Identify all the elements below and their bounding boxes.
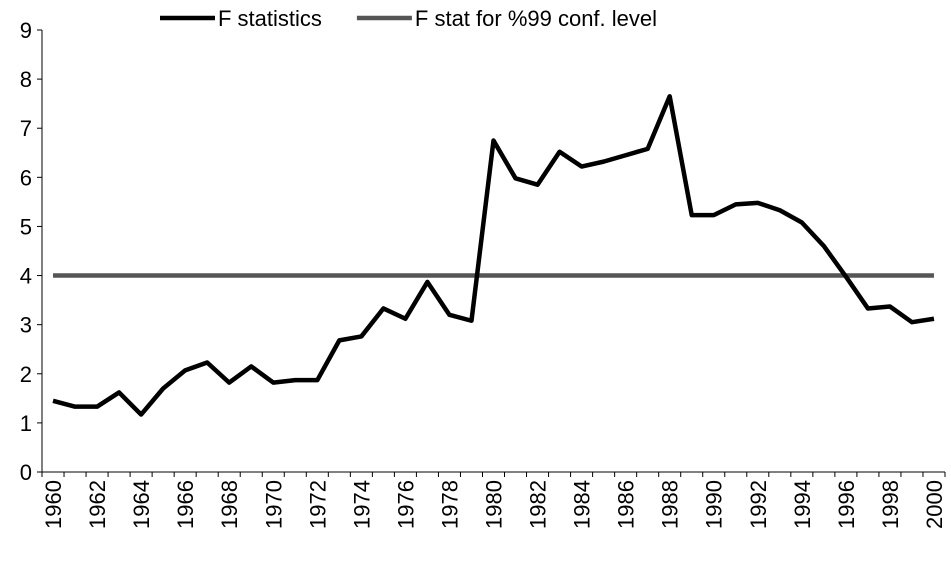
x-tick-label: 1976 (393, 480, 418, 529)
y-tick-label: 1 (20, 411, 32, 436)
x-tick-label: 1988 (658, 480, 683, 529)
x-tick-label: 1982 (526, 480, 551, 529)
x-tick-label: 1964 (129, 480, 154, 529)
x-tick-label: 1974 (349, 480, 374, 529)
x-tick-label: 1960 (41, 480, 66, 529)
legend-item: F stat for %99 conf. level (356, 6, 657, 31)
legend-label: F statistics (218, 6, 322, 31)
x-tick-label: 1986 (614, 480, 639, 529)
x-tick-label: 1996 (834, 480, 859, 529)
x-tick-label: 1968 (217, 480, 242, 529)
y-tick-label: 9 (20, 18, 32, 43)
y-tick-label: 0 (20, 460, 32, 485)
y-tick-label: 5 (20, 214, 32, 239)
y-tick-label: 7 (20, 116, 32, 141)
x-tick-label: 1970 (261, 480, 286, 529)
y-tick-label: 4 (20, 264, 32, 289)
x-tick-label: 1990 (702, 480, 727, 529)
y-tick-label: 8 (20, 67, 32, 92)
legend-label: F stat for %99 conf. level (415, 6, 657, 31)
x-tick-label: 1992 (746, 480, 771, 529)
y-tick-label: 6 (20, 165, 32, 190)
y-tick-label: 2 (20, 362, 32, 387)
x-tick-label: 2000 (922, 480, 947, 529)
x-tick-label: 1984 (570, 480, 595, 529)
x-tick-label: 1972 (305, 480, 330, 529)
x-tick-label: 1966 (173, 480, 198, 529)
y-tick-label: 3 (20, 313, 32, 338)
legend-item: F statistics (160, 6, 322, 31)
x-tick-label: 1994 (790, 480, 815, 529)
x-tick-label: 1978 (437, 480, 462, 529)
x-tick-label: 1998 (878, 480, 903, 529)
x-tick-label: 1980 (482, 480, 507, 529)
x-tick-label: 1962 (85, 480, 110, 529)
series-line (52, 94, 935, 417)
